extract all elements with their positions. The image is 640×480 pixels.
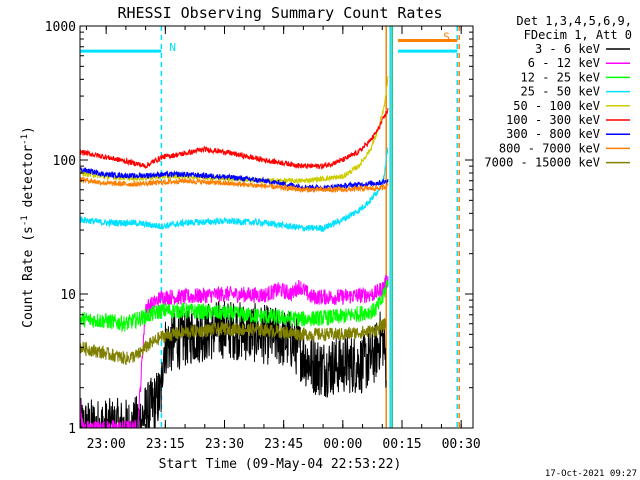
y-axis-label: Count Rate (s-1 detector-1): [20, 126, 36, 328]
series-line: [80, 318, 387, 365]
legend-entry-label: 50 - 100 keV: [513, 99, 600, 113]
series-line: [80, 176, 389, 194]
x-tick-label: 00:30: [442, 437, 481, 452]
y-tick-label: 10: [60, 288, 76, 303]
footer-date: 17-Oct-2021 09:27: [545, 469, 637, 479]
series-group: [80, 75, 389, 428]
x-tick-label: 00:15: [382, 437, 421, 452]
x-axis: 23:00 23:15 23:30 23:45 00:00 00:15 00:30: [85, 26, 481, 452]
chart-title: RHESSI Observing Summary Count Rates: [117, 4, 442, 22]
legend-entry-label: 6 - 12 keV: [528, 56, 600, 70]
series-line: [80, 167, 389, 192]
y-tick-label: 1000: [45, 20, 76, 35]
legend-header-1: Det 1,3,4,5,6,9,: [516, 14, 632, 28]
legend-entry-label: 800 - 7000 keV: [499, 141, 600, 155]
legend-entry-label: 25 - 50 keV: [521, 85, 600, 99]
x-tick-label: 00:00: [323, 437, 362, 452]
x-tick-label: 23:00: [87, 437, 126, 452]
y-tick-label: 1: [68, 422, 76, 437]
legend-entry-label: 100 - 300 keV: [506, 113, 600, 127]
series-line: [80, 75, 389, 185]
legend-entry-label: 7000 - 15000 keV: [484, 156, 600, 170]
series-line: [80, 107, 389, 171]
x-axis-label: Start Time (09-May-04 22:53:22): [159, 457, 402, 472]
legend-entry-label: 3 - 6 keV: [535, 42, 600, 56]
legend-entry-label: 300 - 800 keV: [506, 127, 600, 141]
series-line: [80, 301, 387, 428]
y-tick-label: 100: [53, 154, 76, 169]
x-tick-label: 23:15: [146, 437, 185, 452]
x-tick-label: 23:45: [264, 437, 303, 452]
x-tick-label: 23:30: [205, 437, 244, 452]
y-axis: 1 10 100 1000: [45, 20, 473, 437]
flag-label: S: [443, 30, 450, 43]
series-line: [80, 279, 389, 333]
plot-frame: [79, 25, 474, 429]
flag-bars: NS: [80, 30, 458, 54]
legend-header-2: FDecim 1, Att 0: [524, 28, 632, 42]
flag-label: N: [169, 41, 176, 54]
series-line: [80, 274, 389, 428]
legend-entry-label: 12 - 25 keV: [521, 70, 600, 84]
series-line: [80, 147, 389, 233]
